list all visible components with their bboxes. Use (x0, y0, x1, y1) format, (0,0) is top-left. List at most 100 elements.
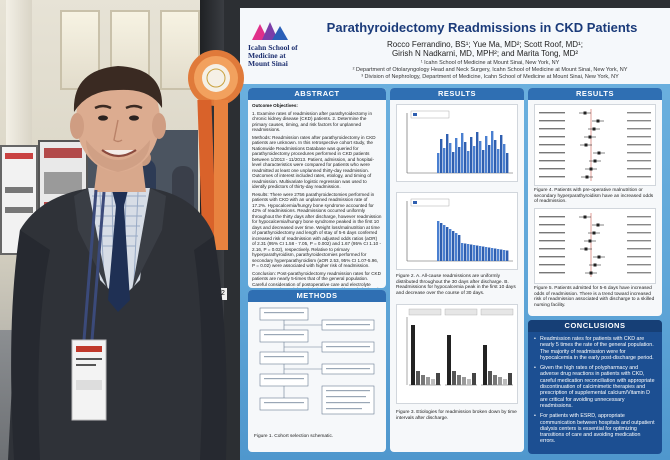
histogram-bar (461, 243, 464, 261)
background-window (60, 10, 100, 90)
histogram-bar (470, 244, 473, 261)
background-poster (0, 145, 38, 255)
background-window (110, 10, 150, 90)
histogram-bar (494, 248, 497, 261)
bar (421, 375, 425, 385)
histogram-bar (500, 249, 503, 261)
histogram-bar (464, 142, 467, 173)
background-attendee (130, 158, 156, 218)
histogram-bar (467, 244, 470, 261)
bar (488, 371, 492, 385)
histogram-bar (440, 223, 443, 261)
abstract-section: ABSTRACT Outcome Objectives: 1. Examine … (248, 88, 386, 288)
histogram-bar (488, 247, 491, 261)
section-heading: RESULTS (390, 88, 524, 100)
bar (503, 379, 507, 385)
abstract-objectives-heading: Outcome Objectives: (252, 103, 298, 108)
odds-ratio-marker (592, 127, 596, 131)
poster-header: Icahn School of Medicine at Mount Sinai … (240, 8, 670, 84)
bar (411, 325, 415, 385)
odds-ratio-marker (592, 231, 596, 235)
background-attendee (172, 166, 194, 216)
award-rosette (183, 48, 249, 108)
conclusion-item: Given the high rates of polypharmacy and… (534, 365, 656, 409)
histogram-bar (476, 132, 479, 173)
histogram-bar (440, 139, 443, 173)
figure-3-bar-chart (396, 304, 518, 404)
figure-4-forest-plot (534, 104, 656, 186)
section-heading: ABSTRACT (248, 88, 386, 100)
histogram-bar (452, 231, 455, 261)
conclusion-item: Readmission rates for patients with CKD … (534, 336, 656, 361)
poster-authors: Rocco Ferrandino, BS¹; Yue Ma, MD²; Scot… (320, 40, 650, 58)
bar (493, 375, 497, 385)
bar (457, 375, 461, 385)
histogram-bar (437, 153, 440, 173)
histogram-bar (443, 225, 446, 261)
histogram-bar (473, 245, 476, 261)
odds-ratio-marker (583, 111, 587, 115)
histogram-bar (479, 246, 482, 261)
odds-ratio-marker (588, 239, 592, 243)
bar (483, 345, 487, 385)
histogram-bar (446, 227, 449, 261)
bar (436, 373, 440, 385)
affiliation: ¹ Icahn School of Medicine at Mount Sina… (420, 60, 560, 66)
background-column (6, 0, 32, 160)
histogram-bar (482, 150, 485, 173)
figure-5-caption: Figure 5. Patients admitted for 5-6 days… (534, 286, 655, 308)
board-number-tag: 242 (211, 288, 227, 300)
methods-section: METHODS (248, 290, 386, 452)
bar (498, 377, 502, 385)
bar (452, 371, 456, 385)
conclusion-item: For patients with ESRD, appropriate comm… (534, 413, 656, 444)
histogram-bar (491, 131, 494, 173)
poster-affiliations: ¹ Icahn School of Medicine at Mount Sina… (330, 60, 650, 81)
histogram-bar (455, 138, 458, 173)
odds-ratio-marker (589, 271, 593, 275)
abstract-objectives: 1. Examine rates of readmission after pa… (252, 110, 373, 133)
bar (508, 373, 512, 385)
odds-ratio-marker (596, 119, 600, 123)
affiliation: ² Department of Otolaryngology Head and … (352, 67, 628, 73)
odds-ratio-marker (596, 223, 600, 227)
histogram-bar (476, 245, 479, 261)
histogram-bar (506, 250, 509, 261)
bar (472, 373, 476, 385)
histogram-bar (506, 153, 509, 173)
histogram-bar (458, 235, 461, 261)
histogram-bar (455, 233, 458, 261)
histogram-bar (458, 147, 461, 173)
histogram-bar (488, 145, 491, 173)
histogram-bar (437, 221, 440, 261)
bar (431, 379, 435, 385)
section-heading: CONCLUSIONS (528, 320, 662, 332)
histogram-bar (485, 136, 488, 173)
histogram-bar (485, 247, 488, 261)
histogram-bar (449, 143, 452, 173)
figure-2b-histogram (396, 192, 518, 270)
figure-5-forest-plot (534, 208, 656, 284)
cohort-flowchart (259, 307, 375, 415)
results-section: RESULTS Figure 2. A. All-cause readmissi… (390, 88, 524, 452)
odds-ratio-marker (588, 135, 592, 139)
figure-2a-histogram (396, 104, 518, 182)
figure-2-caption: Figure 2. A. All-cause readmissions are … (396, 274, 516, 296)
affiliation: ³ Division of Nephrology, Department of … (361, 74, 619, 80)
histogram-bar (494, 140, 497, 173)
odds-ratio-marker (597, 255, 601, 259)
abstract-conclusion: Conclusion: Post-parathyroidectomy readm… (252, 270, 381, 289)
conclusions-list: Readmission rates for patients with CKD … (528, 332, 662, 453)
abstract-text: Outcome Objectives: 1. Examine rates of … (248, 100, 386, 288)
histogram-bar (503, 144, 506, 173)
histogram-bar (449, 229, 452, 261)
award-ribbon (214, 100, 228, 250)
odds-ratio-marker (585, 175, 589, 179)
section-heading: METHODS (248, 290, 386, 302)
mount-sinai-logo-icon (252, 22, 288, 40)
histogram-bar (443, 148, 446, 173)
odds-ratio-marker (583, 215, 587, 219)
section-heading: RESULTS (528, 88, 662, 100)
abstract-results: Results: There were 2756 parathyroidecto… (252, 191, 382, 269)
background-poster (38, 140, 88, 250)
